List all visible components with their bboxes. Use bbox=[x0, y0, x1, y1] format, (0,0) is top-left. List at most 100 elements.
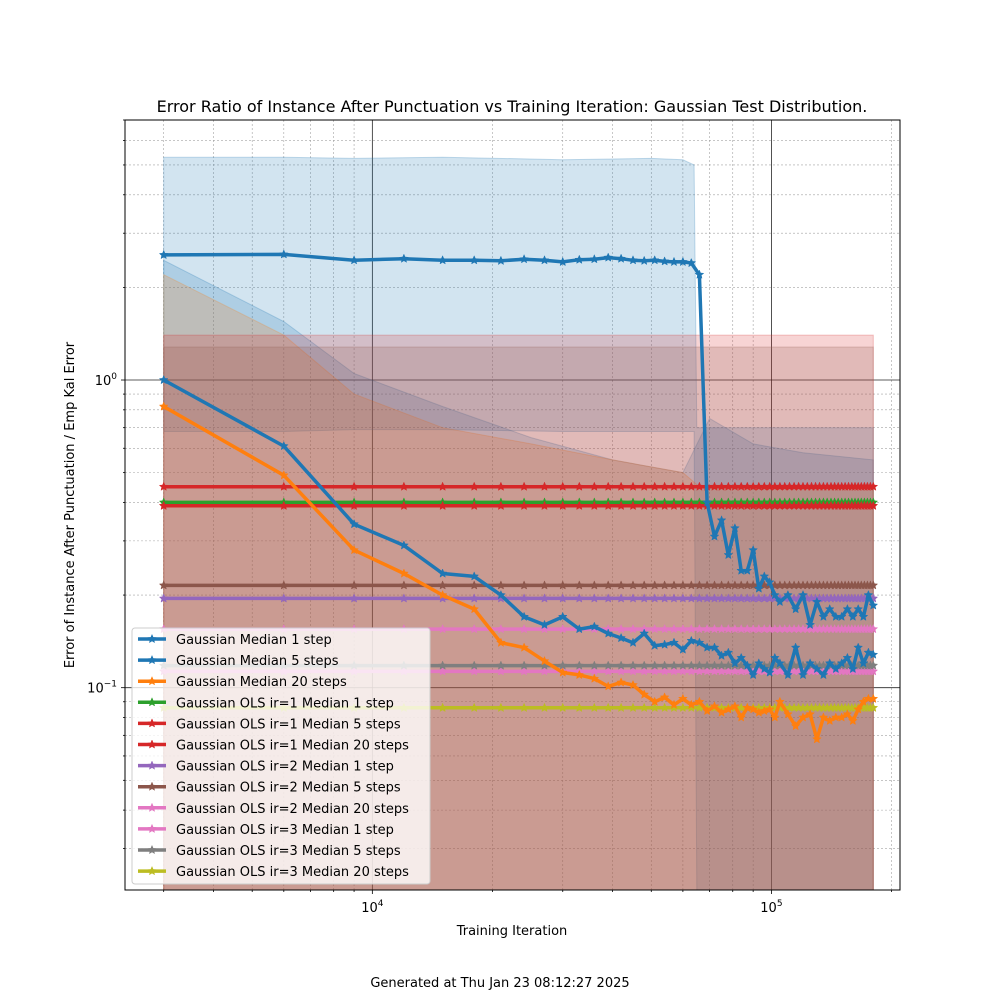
star-marker bbox=[519, 642, 530, 652]
series-line bbox=[158, 374, 879, 680]
star-marker bbox=[677, 644, 688, 654]
star-marker bbox=[519, 481, 530, 491]
star-marker bbox=[557, 580, 568, 590]
star-marker bbox=[278, 593, 289, 603]
star-marker bbox=[836, 611, 847, 621]
star-marker bbox=[495, 660, 506, 670]
generated-timestamp: Generated at Thu Jan 23 08:12:27 2025 bbox=[370, 976, 630, 991]
star-marker bbox=[147, 676, 157, 686]
star-marker bbox=[811, 663, 822, 674]
star-marker bbox=[774, 696, 785, 706]
star-marker bbox=[495, 481, 506, 491]
legend-label: Gaussian OLS ir=3 Median 5 steps bbox=[176, 844, 401, 859]
star-marker bbox=[469, 702, 480, 713]
star-marker bbox=[669, 699, 679, 709]
star-marker bbox=[736, 712, 747, 722]
star-marker bbox=[798, 669, 808, 680]
star-marker bbox=[729, 701, 740, 711]
star-marker bbox=[649, 593, 660, 603]
star-marker bbox=[639, 481, 650, 491]
star-marker bbox=[628, 637, 638, 647]
star-marker bbox=[842, 603, 853, 614]
star-marker bbox=[147, 697, 157, 707]
star-marker bbox=[811, 596, 822, 607]
star-marker bbox=[639, 628, 650, 638]
star-marker bbox=[669, 637, 679, 647]
star-marker bbox=[589, 593, 600, 603]
star-marker bbox=[868, 580, 879, 590]
legend-entry: Gaussian OLS ir=3 Median 1 step bbox=[138, 823, 394, 838]
star-marker bbox=[147, 739, 157, 749]
star-marker bbox=[811, 734, 822, 744]
star-marker bbox=[574, 669, 585, 680]
star-marker bbox=[349, 580, 360, 590]
star-marker bbox=[557, 667, 568, 677]
star-marker bbox=[628, 679, 638, 690]
star-marker bbox=[783, 589, 793, 600]
star-marker bbox=[639, 580, 650, 590]
star-marker bbox=[628, 702, 638, 713]
star-marker bbox=[628, 500, 638, 511]
star-marker bbox=[805, 709, 816, 719]
star-marker bbox=[557, 611, 568, 621]
star-marker bbox=[649, 696, 660, 706]
star-marker bbox=[824, 603, 835, 614]
star-marker bbox=[716, 650, 727, 660]
star-marker bbox=[147, 865, 157, 876]
star-marker bbox=[469, 660, 480, 670]
star-marker bbox=[709, 531, 720, 541]
star-marker bbox=[469, 571, 480, 581]
star-marker bbox=[818, 611, 829, 621]
star-marker bbox=[469, 481, 480, 491]
star-marker bbox=[574, 580, 585, 590]
star-marker bbox=[557, 593, 568, 603]
star-marker bbox=[603, 702, 614, 713]
star-marker bbox=[659, 660, 670, 670]
star-marker bbox=[742, 565, 753, 575]
star-marker bbox=[603, 500, 614, 511]
legend-label: Gaussian OLS ir=1 Median 5 steps bbox=[176, 717, 401, 732]
star-marker bbox=[669, 593, 679, 603]
star-marker bbox=[805, 658, 816, 668]
star-marker bbox=[686, 593, 697, 603]
legend-entry: Gaussian OLS ir=1 Median 20 steps bbox=[138, 739, 409, 754]
star-marker bbox=[574, 500, 585, 511]
star-marker bbox=[557, 623, 568, 634]
star-marker bbox=[616, 253, 626, 263]
star-marker bbox=[853, 642, 864, 652]
star-marker bbox=[519, 593, 530, 603]
star-marker bbox=[495, 702, 506, 713]
star-marker bbox=[519, 611, 530, 621]
star-marker bbox=[519, 580, 530, 590]
star-marker bbox=[147, 844, 157, 855]
star-marker bbox=[677, 702, 688, 713]
y-tick-label: 10−1 bbox=[87, 680, 117, 697]
star-marker bbox=[158, 401, 169, 411]
star-marker bbox=[589, 673, 600, 683]
star-marker bbox=[659, 702, 670, 713]
star-marker bbox=[539, 593, 550, 603]
star-marker bbox=[659, 666, 670, 676]
star-marker bbox=[557, 481, 568, 491]
star-marker bbox=[677, 580, 688, 590]
star-marker bbox=[649, 702, 660, 713]
legend-entry: Gaussian OLS ir=2 Median 20 steps bbox=[138, 802, 409, 817]
series-line bbox=[158, 593, 879, 603]
star-marker bbox=[147, 633, 157, 644]
star-marker bbox=[158, 374, 169, 385]
star-marker bbox=[669, 500, 679, 511]
legend-entry: Gaussian OLS ir=3 Median 20 steps bbox=[138, 865, 409, 880]
star-marker bbox=[158, 593, 169, 603]
legend-entry: Gaussian Median 5 steps bbox=[138, 654, 339, 669]
star-marker bbox=[649, 500, 660, 511]
star-marker bbox=[686, 635, 697, 646]
star-marker bbox=[649, 580, 660, 590]
legend-label: Gaussian Median 20 steps bbox=[176, 675, 347, 690]
legend-entry: Gaussian OLS ir=1 Median 5 steps bbox=[138, 717, 401, 732]
star-marker bbox=[628, 666, 638, 676]
star-marker bbox=[469, 500, 480, 511]
star-marker bbox=[278, 470, 289, 480]
star-marker bbox=[649, 660, 660, 670]
star-marker bbox=[469, 603, 480, 614]
star-marker bbox=[616, 623, 626, 634]
